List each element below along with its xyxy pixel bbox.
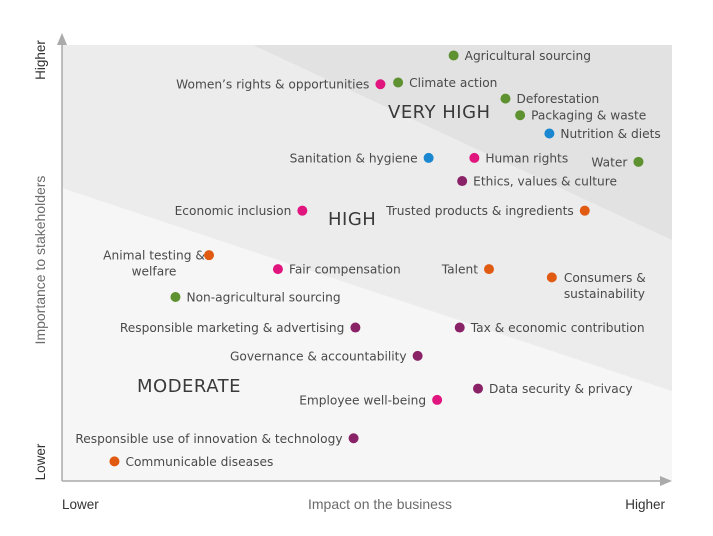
x-axis-arrow bbox=[660, 476, 672, 486]
point-responsible-marketing-advertising: Responsible marketing & advertising bbox=[120, 321, 361, 335]
point-label: Climate action bbox=[409, 76, 497, 90]
point-employee-well-being: Employee well-being bbox=[299, 393, 443, 407]
axes-layer bbox=[57, 33, 672, 486]
point-marker bbox=[412, 350, 423, 361]
point-label: Fair compensation bbox=[289, 263, 401, 277]
point-animal-testing-welfare: Animal testing & welfare bbox=[103, 249, 215, 279]
zone-label-very-high: VERY HIGH bbox=[388, 102, 491, 123]
points-layer: Agricultural sourcing Women’s rights & op… bbox=[75, 49, 660, 469]
point-marker bbox=[350, 322, 361, 333]
point-label: Sanitation & hygiene bbox=[290, 151, 418, 165]
point-trusted-products-ingredients: Trusted products & ingredients bbox=[385, 204, 590, 218]
point-women-s-rights-opportunities: Women’s rights & opportunities bbox=[176, 78, 386, 92]
point-label: Employee well-being bbox=[299, 393, 426, 407]
point-label: Talent bbox=[441, 263, 479, 277]
point-marker bbox=[109, 456, 120, 467]
point-marker bbox=[546, 272, 557, 283]
point-label: Consumers & sustainability bbox=[564, 271, 646, 301]
point-marker bbox=[393, 77, 404, 88]
point-label: Data security & privacy bbox=[489, 382, 633, 396]
point-governance-accountability: Governance & accountability bbox=[230, 349, 423, 363]
x-tick-lower: Lower bbox=[62, 497, 99, 512]
point-marker bbox=[348, 433, 359, 444]
point-label: Trusted products & ingredients bbox=[385, 204, 574, 218]
point-communicable-diseases: Communicable diseases bbox=[109, 455, 273, 469]
point-label: Tax & economic contribution bbox=[470, 321, 645, 335]
point-marker bbox=[633, 156, 644, 167]
point-tax-economic-contribution: Tax & economic contribution bbox=[454, 321, 645, 335]
y-axis-title: Importance to stakeholders bbox=[32, 176, 48, 345]
point-label: Communicable diseases bbox=[125, 455, 273, 469]
point-marker bbox=[375, 79, 386, 90]
point-marker bbox=[484, 264, 494, 275]
point-water: Water bbox=[591, 155, 644, 169]
point-label: Non-agricultural sourcing bbox=[186, 291, 340, 305]
point-label: Responsible use of innovation & technolo… bbox=[75, 432, 342, 446]
point-label: Animal testing & welfare bbox=[103, 249, 205, 279]
point-label: Packaging & waste bbox=[531, 109, 646, 123]
point-marker bbox=[448, 50, 459, 61]
point-nutrition-diets: Nutrition & diets bbox=[544, 127, 661, 141]
point-marker bbox=[500, 93, 511, 104]
point-marker bbox=[457, 176, 468, 187]
y-tick-higher: Higher bbox=[33, 40, 48, 80]
point-label: Deforestation bbox=[516, 92, 599, 106]
point-agricultural-sourcing: Agricultural sourcing bbox=[448, 49, 591, 63]
point-economic-inclusion: Economic inclusion bbox=[175, 204, 308, 218]
point-human-rights: Human rights bbox=[469, 151, 568, 165]
point-consumers-sustainability: Consumers & sustainability bbox=[546, 271, 646, 301]
point-marker bbox=[515, 110, 526, 121]
point-label: Governance & accountability bbox=[230, 349, 407, 363]
x-axis-title: Impact on the business bbox=[308, 496, 452, 512]
point-label: Economic inclusion bbox=[175, 204, 292, 218]
point-label: Agricultural sourcing bbox=[465, 49, 591, 63]
point-marker bbox=[544, 128, 555, 139]
point-fair-compensation: Fair compensation bbox=[272, 263, 401, 277]
point-talent: Talent bbox=[441, 263, 494, 277]
point-ethics-values-culture: Ethics, values & culture bbox=[457, 175, 617, 189]
point-marker bbox=[423, 152, 434, 163]
point-label: Responsible marketing & advertising bbox=[120, 321, 345, 335]
point-sanitation-hygiene: Sanitation & hygiene bbox=[290, 151, 434, 165]
zone-label-high: HIGH bbox=[328, 209, 376, 230]
point-marker bbox=[454, 322, 465, 333]
point-marker bbox=[469, 152, 480, 163]
point-label: Water bbox=[591, 155, 628, 169]
x-tick-higher: Higher bbox=[625, 497, 665, 512]
point-marker bbox=[473, 383, 484, 394]
point-marker bbox=[272, 264, 283, 275]
point-data-security-privacy: Data security & privacy bbox=[473, 382, 633, 396]
very-high-zone bbox=[253, 45, 672, 240]
point-climate-action: Climate action bbox=[393, 76, 497, 90]
point-label: Ethics, values & culture bbox=[473, 175, 617, 189]
zone-label-moderate: MODERATE bbox=[137, 376, 241, 397]
point-non-agricultural-sourcing: Non-agricultural sourcing bbox=[170, 291, 341, 305]
point-marker bbox=[204, 250, 215, 261]
point-marker bbox=[579, 205, 590, 216]
point-marker bbox=[170, 292, 181, 303]
point-label: Women’s rights & opportunities bbox=[176, 78, 369, 92]
point-marker bbox=[432, 394, 443, 405]
y-tick-lower: Lower bbox=[33, 443, 48, 480]
zones-layer bbox=[62, 45, 672, 481]
point-label: Human rights bbox=[485, 151, 568, 165]
point-packaging-waste: Packaging & waste bbox=[515, 109, 646, 123]
point-marker bbox=[297, 205, 308, 216]
point-responsible-use-of-innovation-technology: Responsible use of innovation & technolo… bbox=[75, 432, 359, 446]
y-axis-arrow bbox=[57, 33, 67, 45]
point-deforestation: Deforestation bbox=[500, 92, 599, 106]
point-label: Nutrition & diets bbox=[560, 127, 660, 141]
